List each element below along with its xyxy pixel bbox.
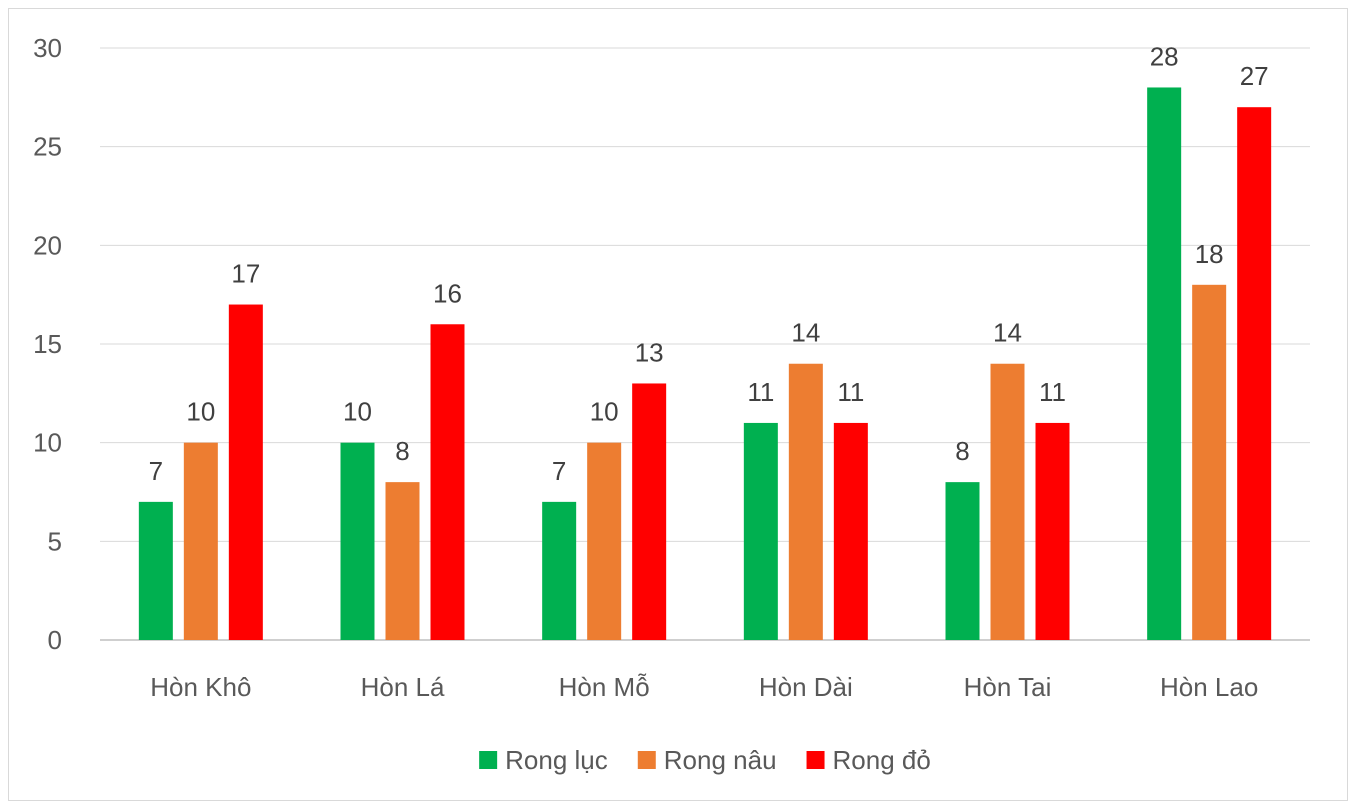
- x-axis-category-labels: Hòn Khô Hòn Lá Hòn Mỗ Hòn Dài Hòn Tai Hòn Lao: [150, 672, 1258, 702]
- bar: [945, 482, 980, 640]
- bar: [587, 442, 622, 640]
- bar: [183, 442, 218, 640]
- x-category-label: Hòn Lá: [361, 672, 445, 702]
- data-label: 27: [1240, 61, 1269, 91]
- bar: [430, 324, 465, 640]
- y-axis-tick-labels: 0 5 10 15 20 25 30: [33, 33, 62, 655]
- bar: [138, 501, 173, 640]
- y-tick-label: 5: [48, 526, 62, 556]
- data-label: 16: [433, 278, 462, 308]
- bar: [743, 422, 778, 640]
- data-label: 8: [395, 436, 409, 466]
- x-category-label: Hòn Khô: [150, 672, 251, 702]
- y-tick-label: 15: [33, 329, 62, 359]
- bar: [1147, 87, 1182, 640]
- y-tick-label: 30: [33, 33, 62, 63]
- bar: [542, 501, 577, 640]
- y-tick-label: 10: [33, 428, 62, 458]
- bar: [1237, 107, 1272, 640]
- legend-label: Rong đỏ: [833, 745, 931, 775]
- gridlines: [100, 47, 1310, 641]
- bar: [385, 482, 420, 640]
- data-label: 11: [747, 377, 774, 407]
- data-label: 18: [1195, 239, 1224, 269]
- data-label: 14: [791, 318, 820, 348]
- bar: [788, 363, 823, 640]
- y-tick-label: 25: [33, 132, 62, 162]
- data-label: 7: [552, 456, 566, 486]
- legend-swatch: [479, 751, 498, 769]
- data-labels: 7 10 17 10 8 16 7 10 13 11 14 11 8 14 11 28 18 27: [149, 41, 1269, 485]
- data-label: 8: [955, 436, 969, 466]
- data-label: 13: [635, 337, 664, 367]
- bars: [138, 87, 1272, 640]
- bar: [340, 442, 375, 640]
- data-label: 11: [837, 377, 864, 407]
- y-tick-label: 0: [48, 625, 62, 655]
- data-label: 28: [1150, 41, 1179, 71]
- data-label: 7: [149, 456, 163, 486]
- y-tick-label: 20: [33, 230, 62, 260]
- x-category-label: Hòn Mỗ: [559, 672, 650, 702]
- legend-label: Rong nâu: [664, 745, 777, 775]
- bar: [228, 304, 263, 640]
- bar: [1035, 422, 1070, 640]
- legend-label: Rong lục: [505, 745, 608, 775]
- data-label: 14: [993, 318, 1022, 348]
- data-label: 10: [590, 397, 619, 427]
- x-category-label: Hòn Tai: [964, 672, 1052, 702]
- bar: [1192, 284, 1227, 640]
- data-label: 11: [1039, 377, 1066, 407]
- x-category-label: Hòn Lao: [1160, 672, 1258, 702]
- legend-swatch: [637, 751, 656, 769]
- bar: [833, 422, 868, 640]
- x-category-label: Hòn Dài: [759, 672, 853, 702]
- legend: Rong lục Rong nâu Rong đỏ: [479, 745, 931, 775]
- data-label: 17: [231, 259, 260, 289]
- data-label: 10: [186, 397, 215, 427]
- bar: [990, 363, 1025, 640]
- bar: [632, 383, 667, 640]
- data-label: 10: [343, 397, 372, 427]
- legend-swatch: [806, 751, 825, 769]
